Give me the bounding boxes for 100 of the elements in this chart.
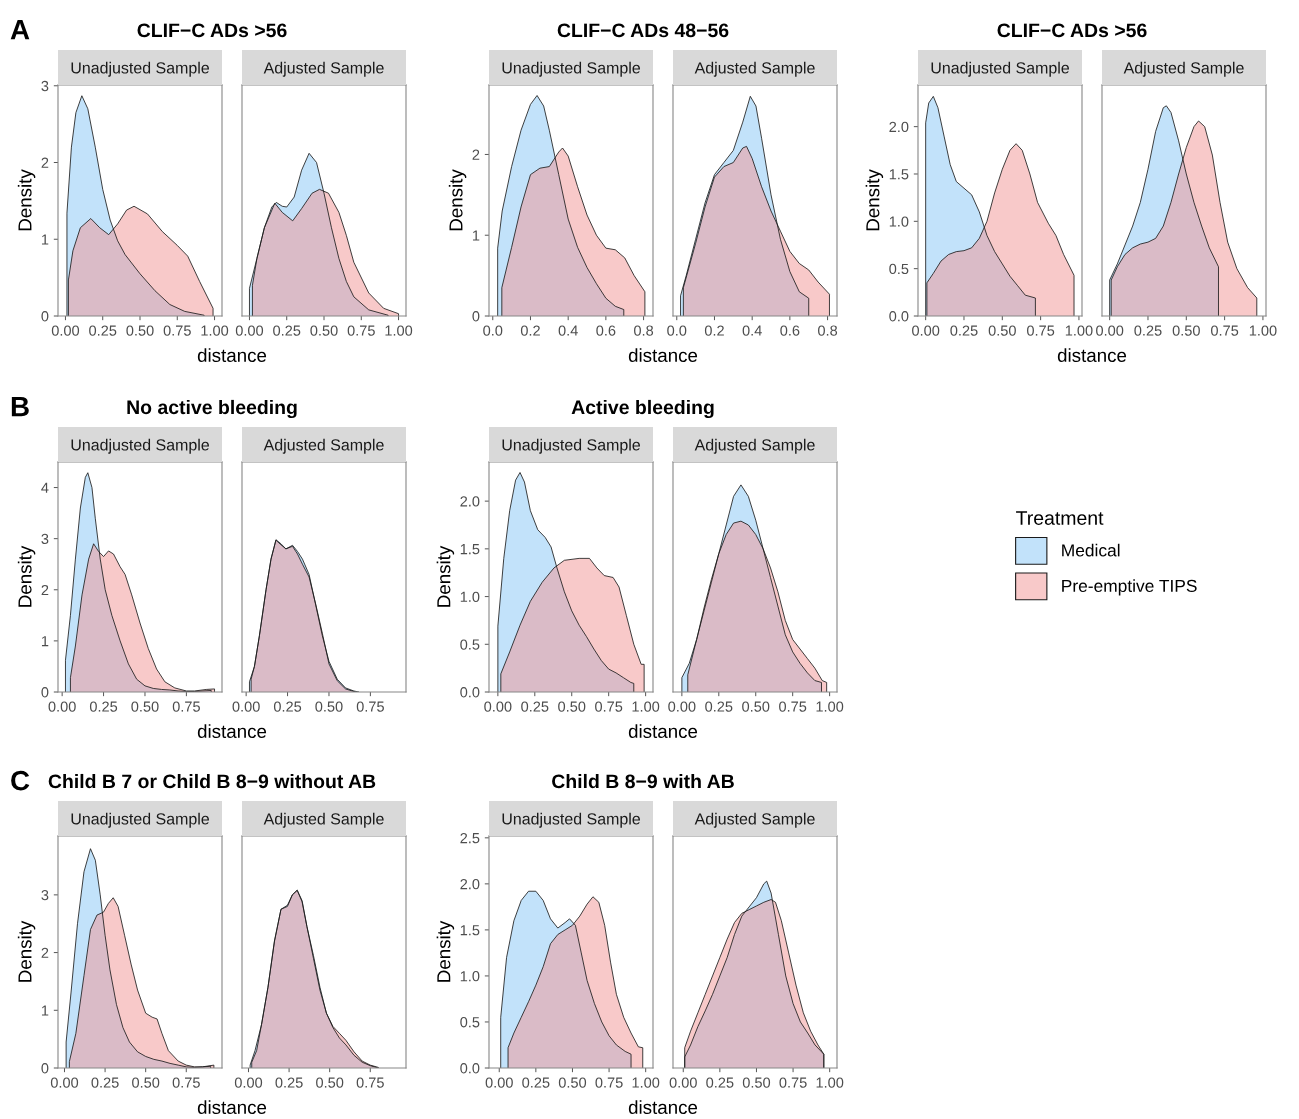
x-tick-label: 0.00 bbox=[48, 701, 76, 712]
chart-subtitle: Adjusted Sample bbox=[694, 61, 815, 77]
y-tick-label: 3 bbox=[41, 80, 49, 92]
y-tick-label: 0.0 bbox=[460, 687, 480, 698]
x-tick-label: 0.00 bbox=[234, 1077, 263, 1088]
x-tick-label: 0.25 bbox=[522, 1077, 550, 1088]
chart-subtitle: Unadjusted Sample bbox=[502, 61, 640, 77]
x-tick-label: 1.00 bbox=[385, 325, 413, 336]
x-tick-label: 1.00 bbox=[816, 1077, 844, 1088]
y-tick-label: 1.5 bbox=[460, 544, 480, 555]
x-tick-label: 1.00 bbox=[201, 325, 229, 336]
y-axis-title: Density bbox=[436, 545, 455, 607]
x-tick-label: 0.8 bbox=[818, 325, 838, 336]
chart-subtitle: Adjusted Sample bbox=[694, 812, 815, 828]
x-tick-label: 0.25 bbox=[273, 701, 302, 712]
legend-label: Medical bbox=[1062, 543, 1120, 557]
y-axis-title: Density bbox=[17, 545, 36, 607]
y-tick-label: 2 bbox=[472, 149, 480, 160]
chart-subtitle: Adjusted Sample bbox=[694, 438, 815, 454]
y-tick-label: 0.0 bbox=[460, 1063, 480, 1074]
y-tick-label: 1.5 bbox=[460, 925, 480, 936]
y-tick-label: 0 bbox=[41, 687, 49, 698]
chart-subtitle: Unadjusted Sample bbox=[71, 812, 209, 828]
chart-title: CLIF−C ADs >56 bbox=[137, 23, 287, 38]
x-tick-label: 0.75 bbox=[1027, 325, 1055, 336]
x-axis-title: distance bbox=[628, 1100, 698, 1115]
y-tick-label: 0 bbox=[472, 311, 480, 322]
x-tick-label: 1.00 bbox=[632, 1077, 660, 1088]
x-tick-label: 0.75 bbox=[163, 325, 191, 336]
x-tick-label: 0.00 bbox=[235, 325, 264, 336]
x-tick-label: 0.25 bbox=[705, 701, 733, 712]
y-tick-label: 4 bbox=[41, 482, 49, 493]
x-tick-label: 1.00 bbox=[1065, 325, 1093, 336]
chart-subtitle: Unadjusted Sample bbox=[71, 61, 209, 77]
x-tick-label: 0.25 bbox=[521, 701, 549, 712]
x-tick-label: 0.8 bbox=[634, 325, 654, 336]
y-tick-label: 1 bbox=[41, 234, 49, 245]
y-tick-label: 1.0 bbox=[460, 591, 480, 602]
chart-title: CLIF−C ADs 48−56 bbox=[557, 23, 729, 38]
y-tick-label: 1 bbox=[41, 1005, 49, 1016]
y-axis-title: Density bbox=[17, 169, 36, 231]
chart-subtitle: Adjusted Sample bbox=[1123, 61, 1244, 77]
x-tick-label: 0.0 bbox=[667, 325, 687, 336]
x-tick-label: 0.50 bbox=[988, 325, 1016, 336]
chart-subtitle: Adjusted Sample bbox=[263, 61, 384, 77]
x-tick-label: 0.25 bbox=[275, 1077, 303, 1088]
x-tick-label: 0.25 bbox=[950, 325, 978, 336]
y-tick-label: 2 bbox=[41, 584, 49, 596]
y-axis-title: Density bbox=[436, 920, 455, 982]
x-tick-label: 0.4 bbox=[742, 325, 762, 336]
y-tick-label: 3 bbox=[41, 533, 49, 545]
x-tick-label: 0.0 bbox=[483, 325, 503, 336]
x-tick-label: 0.00 bbox=[232, 701, 260, 712]
x-tick-label: 0.75 bbox=[595, 701, 623, 712]
x-tick-label: 0.2 bbox=[520, 325, 540, 336]
y-tick-label: 1.0 bbox=[889, 216, 909, 227]
x-axis-title: distance bbox=[628, 724, 698, 739]
y-axis-title: Density bbox=[448, 169, 467, 231]
x-tick-label: 0.00 bbox=[50, 1077, 79, 1088]
chart-title: Child B 8−9 with AB bbox=[552, 773, 734, 789]
x-tick-label: 1.00 bbox=[632, 701, 660, 712]
x-tick-label: 0.75 bbox=[356, 1077, 384, 1088]
x-tick-label: 0.75 bbox=[595, 1077, 623, 1088]
x-tick-label: 0.00 bbox=[912, 325, 940, 336]
y-tick-label: 0 bbox=[41, 1063, 49, 1074]
x-tick-label: 0.00 bbox=[485, 1077, 513, 1088]
chart-subtitle: Unadjusted Sample bbox=[502, 438, 640, 454]
chart-title: CLIF−C ADs >56 bbox=[997, 23, 1147, 38]
y-tick-label: 2 bbox=[41, 157, 49, 168]
y-axis-title: Density bbox=[865, 169, 884, 231]
x-tick-label: 0.25 bbox=[89, 701, 118, 712]
text: A bbox=[10, 20, 30, 40]
x-tick-label: 0.75 bbox=[779, 701, 807, 712]
y-tick-label: 1.0 bbox=[460, 971, 480, 982]
y-tick-label: 2 bbox=[41, 947, 49, 958]
x-tick-label: 0.75 bbox=[172, 1077, 200, 1088]
x-tick-label: 0.00 bbox=[51, 325, 80, 336]
legend-label: Pre-emptive TIPS bbox=[1062, 579, 1197, 596]
chart-subtitle: Unadjusted Sample bbox=[71, 438, 209, 454]
chart-subtitle: Adjusted Sample bbox=[263, 438, 384, 454]
x-tick-label: 0.50 bbox=[558, 1077, 587, 1088]
x-tick-label: 0.50 bbox=[558, 701, 586, 712]
x-tick-label: 1.00 bbox=[816, 701, 844, 712]
y-tick-label: 2.5 bbox=[460, 832, 480, 844]
y-axis-title: Density bbox=[17, 920, 36, 982]
text: C bbox=[11, 770, 30, 791]
x-axis-title: distance bbox=[628, 348, 698, 363]
x-tick-label: 0.6 bbox=[780, 325, 800, 336]
y-tick-label: 1.5 bbox=[889, 169, 909, 180]
x-tick-label: 1.00 bbox=[1249, 325, 1277, 336]
chart-title: No active bleeding bbox=[127, 399, 297, 419]
x-tick-label: 0.6 bbox=[596, 325, 616, 336]
x-axis-title: distance bbox=[197, 1100, 267, 1115]
y-tick-label: 1 bbox=[41, 636, 49, 647]
x-tick-label: 0.00 bbox=[1096, 325, 1124, 336]
x-axis-title: distance bbox=[197, 724, 267, 739]
x-tick-label: 0.4 bbox=[558, 325, 578, 336]
x-axis-title: distance bbox=[1057, 348, 1127, 363]
x-tick-label: 0.75 bbox=[356, 701, 384, 712]
x-axis-title: distance bbox=[197, 348, 267, 363]
